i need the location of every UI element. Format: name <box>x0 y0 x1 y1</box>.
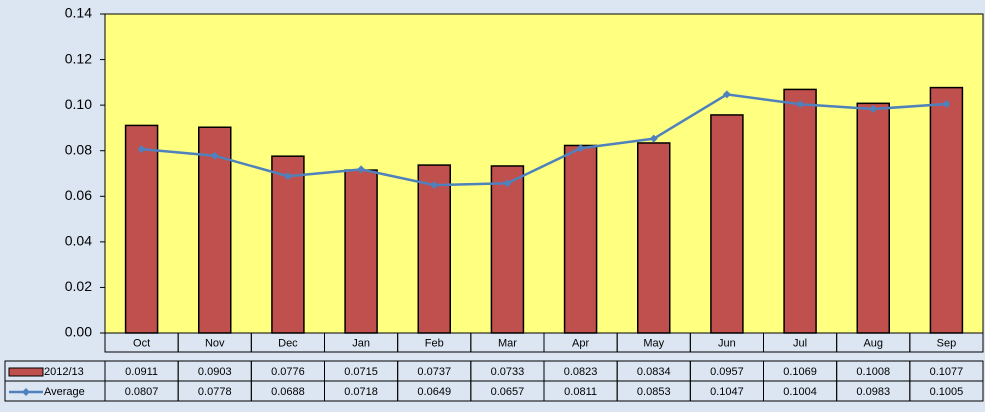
table-value: 0.0853 <box>637 386 671 398</box>
table-value: 0.0957 <box>710 366 744 378</box>
bar <box>490 165 525 334</box>
marker <box>137 145 146 154</box>
x-tick-label: Oct <box>133 337 150 349</box>
x-tick-label: Mar <box>498 337 517 349</box>
table-value: 0.0911 <box>125 366 158 378</box>
x-tick-label: Aug <box>863 337 883 349</box>
legend-label: Average <box>44 386 85 398</box>
x-tick-label: Jun <box>718 337 736 349</box>
legend-key <box>22 388 30 396</box>
table-value: 0.0776 <box>271 366 305 378</box>
legend-label: 2012/13 <box>44 366 84 378</box>
y-tick-label: 0.08 <box>65 141 92 157</box>
bar <box>417 164 451 334</box>
marker <box>942 100 951 109</box>
bar <box>710 114 744 334</box>
bar <box>271 155 305 334</box>
table-value: 0.0649 <box>417 386 451 398</box>
table-cell <box>909 332 984 353</box>
table-value: 0.0718 <box>344 386 378 398</box>
marker <box>283 172 292 181</box>
line <box>141 93 947 187</box>
y-tick-label: 0.02 <box>65 278 92 294</box>
marker <box>210 151 219 160</box>
x-tick-label: Jul <box>793 337 807 349</box>
marker <box>869 105 878 114</box>
marker <box>503 179 512 188</box>
x-tick-label: Feb <box>425 337 444 349</box>
table-value: 0.0811 <box>564 386 597 398</box>
marker <box>649 134 658 143</box>
table-value: 0.0733 <box>491 366 525 378</box>
table-value: 0.0983 <box>856 386 890 398</box>
table-cell <box>909 380 984 402</box>
bar <box>929 86 964 334</box>
table-value: 0.1077 <box>930 366 964 378</box>
table-value: 0.0688 <box>271 386 305 398</box>
y-tick-label: 0.04 <box>65 233 92 249</box>
table-value: 0.0715 <box>344 366 378 378</box>
table-value: 0.1005 <box>930 386 964 398</box>
y-tick-label: 0.00 <box>65 324 92 340</box>
x-tick-label: Sep <box>937 337 957 349</box>
table-value: 0.0823 <box>564 366 598 378</box>
plot-area <box>104 13 984 334</box>
y-tick-label: 0.06 <box>65 187 92 203</box>
table-value: 0.0903 <box>198 366 232 378</box>
table-value: 0.0834 <box>637 366 671 378</box>
table-value: 0.1004 <box>783 386 817 398</box>
marker <box>576 144 585 153</box>
bar <box>344 169 378 334</box>
y-tick-label: 0.14 <box>65 5 92 21</box>
x-tick-label: May <box>643 337 664 349</box>
table-value: 0.0657 <box>491 386 525 398</box>
marker <box>430 181 439 190</box>
y-tick-label: 0.12 <box>65 50 92 66</box>
x-tick-label: Apr <box>572 337 589 349</box>
table-value: 0.0807 <box>125 386 159 398</box>
table-value: 0.0737 <box>417 366 451 378</box>
bar <box>637 142 671 334</box>
table-value: 0.0778 <box>198 386 232 398</box>
table-value: 0.1047 <box>710 386 744 398</box>
table-value: 0.1008 <box>856 366 890 378</box>
bar <box>563 144 598 334</box>
bar <box>856 102 890 334</box>
marker <box>722 90 731 99</box>
legend-key <box>8 367 44 377</box>
bar <box>783 88 817 334</box>
bar <box>124 124 159 334</box>
marker <box>796 100 805 109</box>
x-tick-label: Nov <box>205 337 225 349</box>
x-tick-label: Jan <box>352 337 370 349</box>
marker <box>357 165 366 174</box>
x-tick-label: Dec <box>278 337 298 349</box>
y-tick-label: 0.10 <box>65 96 92 112</box>
bar <box>198 126 232 334</box>
table-value: 0.1069 <box>783 366 817 378</box>
